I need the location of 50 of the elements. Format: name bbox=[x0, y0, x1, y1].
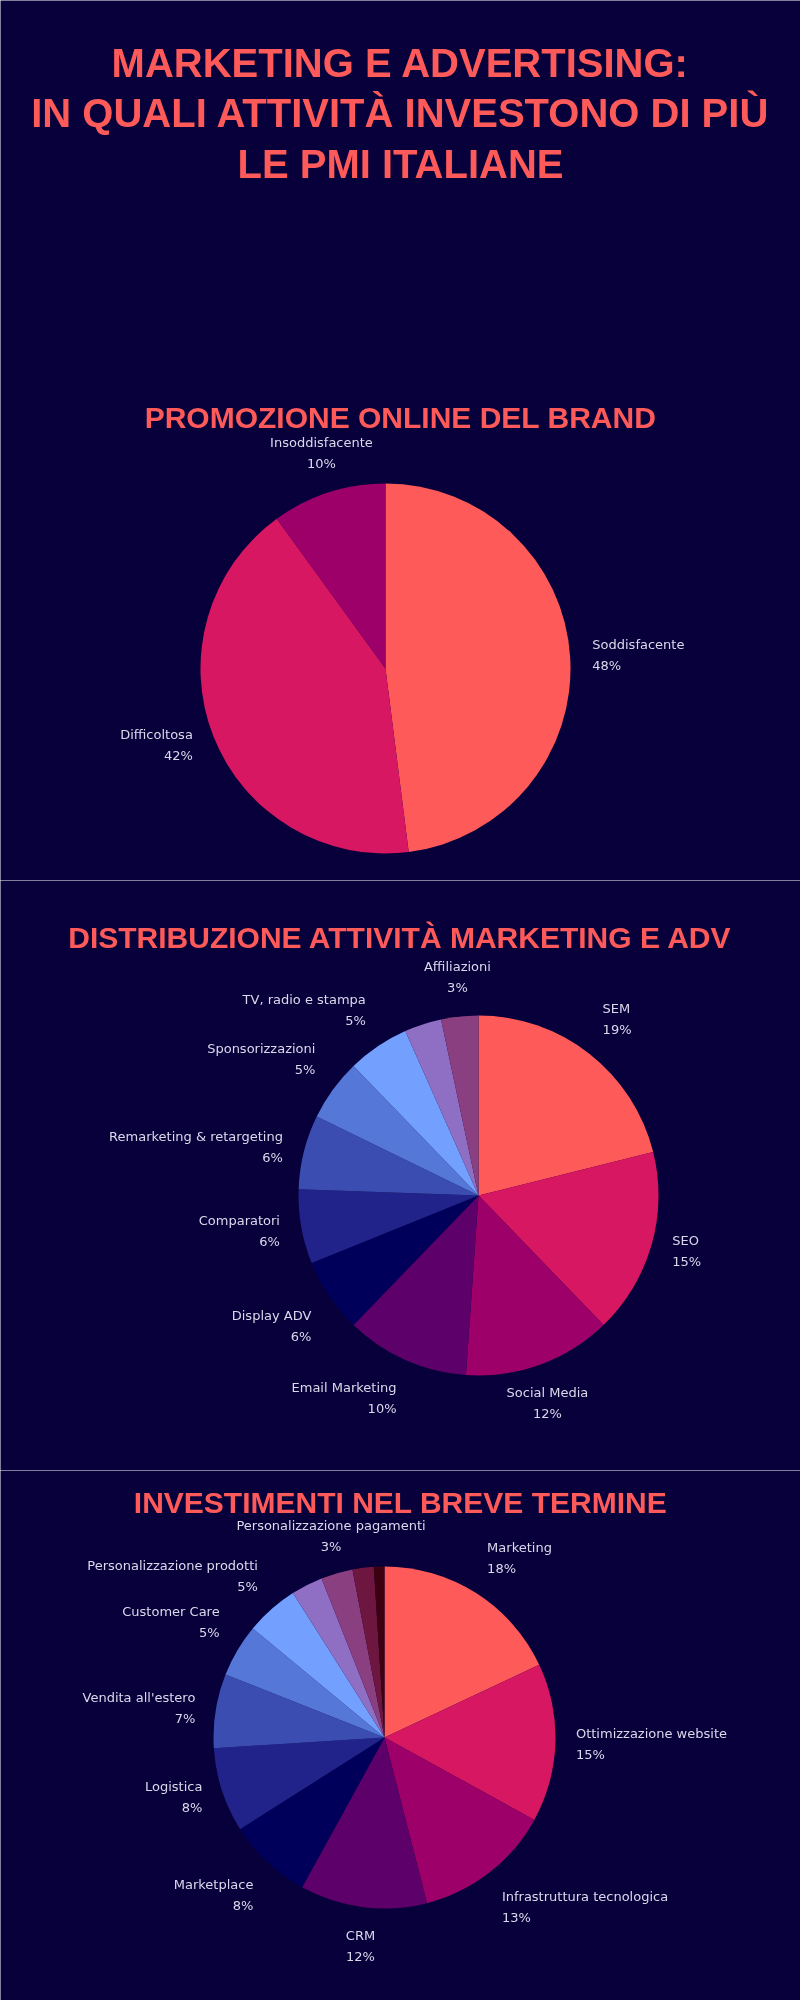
slice-label: Soddisfacente bbox=[592, 637, 685, 653]
data-label: 12% bbox=[346, 1948, 375, 1964]
data-label: 15% bbox=[575, 1746, 605, 1762]
chart-subtitle: PROMOZIONE ONLINE DEL BRAND bbox=[144, 400, 656, 434]
data-label: 7% bbox=[174, 1710, 196, 1726]
slice-label: Customer Care bbox=[122, 1604, 220, 1620]
slice-label: Social Media bbox=[506, 1384, 589, 1400]
data-label: 10% bbox=[307, 456, 336, 472]
slice-label: Ottimizzazione website bbox=[575, 1725, 727, 1741]
data-label: 13% bbox=[501, 1909, 531, 1925]
slice-label: Comparatori bbox=[198, 1212, 280, 1228]
chart-title: DISTRIBUZIONE ATTIVITÀ MARKETING E ADV bbox=[68, 920, 731, 954]
data-label: 12% bbox=[533, 1405, 562, 1421]
data-label: 3% bbox=[447, 980, 468, 995]
chart-title: MARKETING E ADVERTISING: IN QUALI ATTIVITÀ INVESTONO DI PIÙ LE PMI ITALIANE bbox=[31, 40, 769, 186]
slice-label: SEO bbox=[672, 1233, 699, 1249]
data-label: 8% bbox=[181, 1799, 203, 1815]
data-label: 6% bbox=[290, 1329, 312, 1345]
slice-label: Personalizzazione pagamenti bbox=[236, 1517, 426, 1533]
slice-label: Sponsorizzazioni bbox=[207, 1041, 316, 1056]
slice-label: TV, radio e stampa bbox=[241, 992, 366, 1008]
data-label: 6% bbox=[259, 1233, 280, 1249]
data-label: 3% bbox=[320, 1538, 342, 1554]
chart-title: INVESTIMENTI NEL BREVE TERMINE bbox=[133, 1485, 667, 1519]
slice-label: Affiliazioni bbox=[423, 959, 491, 974]
data-label: 48% bbox=[592, 658, 622, 674]
data-label: 5% bbox=[294, 1062, 316, 1077]
data-label: 6% bbox=[262, 1149, 283, 1165]
slice-label: Remarketing & retargeting bbox=[109, 1128, 283, 1144]
slice-label: Marketing bbox=[487, 1539, 552, 1555]
slice-label: SEM bbox=[602, 1000, 631, 1016]
slice-label: Marketplace bbox=[173, 1877, 254, 1893]
data-label: 18% bbox=[487, 1560, 517, 1576]
slice-label: Email Marketing bbox=[291, 1379, 397, 1395]
data-label: 5% bbox=[199, 1625, 220, 1641]
data-label: 8% bbox=[232, 1898, 254, 1914]
data-label: 5% bbox=[237, 1578, 258, 1594]
slice-label: Insoddisfacente bbox=[270, 435, 373, 451]
data-label: 19% bbox=[602, 1021, 632, 1037]
data-label: 42% bbox=[163, 747, 193, 763]
data-label: 15% bbox=[672, 1254, 702, 1270]
slice-label: Display ADV bbox=[231, 1308, 312, 1324]
data-label: 5% bbox=[345, 1013, 366, 1029]
slice-label: Logistica bbox=[144, 1778, 203, 1794]
slice-label: Vendita all'estero bbox=[82, 1689, 196, 1705]
slice-label: Infrastruttura tecnologica bbox=[501, 1888, 669, 1904]
slice-label: Difficoltosa bbox=[120, 726, 193, 742]
slice-label: CRM bbox=[345, 1927, 376, 1943]
slice-label: Personalizzazione prodotti bbox=[87, 1557, 258, 1573]
data-label: 10% bbox=[367, 1400, 397, 1416]
